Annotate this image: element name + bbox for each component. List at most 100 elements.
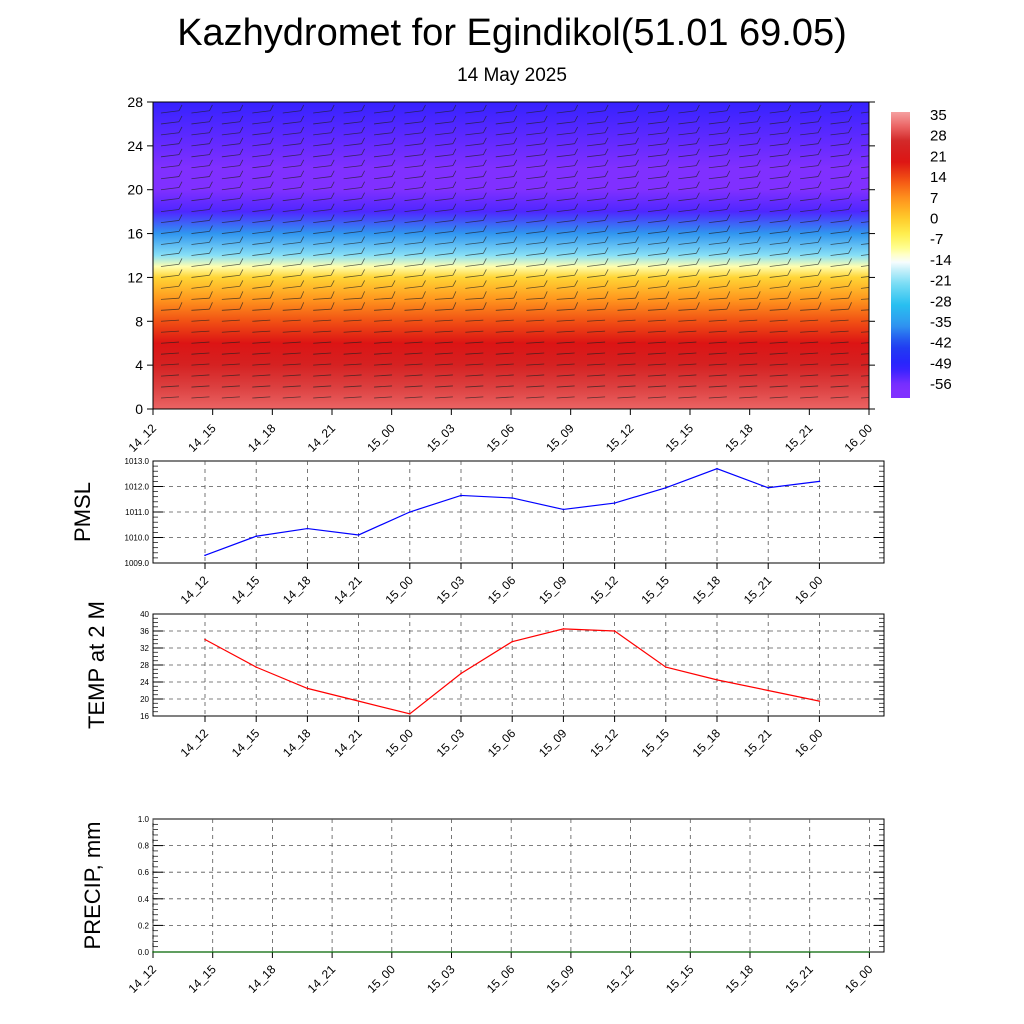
y-tick-label: 0.6 — [138, 868, 150, 877]
wind-barb-flag — [452, 280, 457, 287]
x-tick-label: 15_12 — [587, 726, 621, 760]
wind-barb — [404, 165, 423, 169]
wind-barb-flag — [817, 148, 822, 155]
wind-barb-flag — [330, 137, 335, 144]
wind-barb-flag — [574, 225, 579, 232]
wind-barb-flag — [635, 181, 639, 188]
wind-barb — [191, 154, 210, 158]
wind-barb-flag — [756, 225, 761, 232]
wind-barb-flag — [879, 226, 882, 232]
data-point — [818, 700, 821, 702]
wind-barb-flag — [696, 192, 700, 199]
colorbar-label: 7 — [930, 190, 938, 207]
wind-barb — [373, 121, 393, 125]
colorbar-strip — [891, 112, 910, 398]
wind-barb-flag — [239, 280, 244, 287]
wind-barb-flag — [574, 170, 579, 177]
wind-barb-flag — [696, 247, 700, 254]
wind-barb-flag — [787, 170, 792, 177]
wind-barb — [708, 187, 727, 191]
wind-barb-flag — [513, 104, 518, 111]
wind-barb-flag — [300, 192, 305, 199]
wind-barb-flag — [330, 126, 335, 133]
wind-barb — [495, 319, 514, 322]
y-tick-label: 24 — [140, 678, 149, 687]
wind-barb — [587, 143, 606, 147]
wind-barb-flag — [879, 127, 882, 133]
wind-barb — [313, 121, 332, 125]
wind-barb-flag — [635, 291, 639, 299]
wind-barb-flag — [482, 247, 487, 254]
wind-barb — [282, 176, 301, 180]
wind-barb — [739, 220, 758, 224]
wind-barb — [313, 132, 332, 136]
wind-barb — [860, 243, 869, 245]
wind-barb — [374, 319, 393, 322]
wind-barb-flag — [178, 280, 183, 287]
wind-barb-flag — [513, 258, 518, 265]
wind-barb-flag — [635, 137, 639, 144]
wind-barb — [830, 330, 849, 333]
wind-barb — [860, 210, 869, 213]
wind-barb — [678, 285, 697, 289]
wind-barb — [556, 230, 575, 234]
wind-barb — [313, 341, 332, 344]
wind-barb — [830, 263, 849, 267]
wind-barb-flag — [300, 115, 305, 122]
wind-barb-flag — [756, 280, 761, 287]
wind-barb — [373, 198, 393, 202]
x-tick-label: 14_21 — [331, 573, 365, 607]
wind-barb-flag — [269, 236, 274, 243]
wind-barb — [404, 198, 423, 202]
data-point — [255, 666, 257, 668]
wind-barb — [860, 254, 869, 256]
wind-barb-flag — [391, 214, 396, 221]
wind-barb — [800, 274, 819, 278]
wind-barb — [739, 319, 758, 322]
wind-barb-flag — [300, 170, 305, 177]
y-tick-label: 0.4 — [138, 895, 150, 904]
wind-barb — [860, 265, 869, 267]
wind-barb — [313, 396, 332, 399]
wind-barb — [678, 308, 697, 311]
wind-barb — [860, 111, 869, 114]
y-tick-label: 0.0 — [138, 948, 150, 957]
wind-barb-flag — [879, 248, 882, 254]
colorbar-label: 0 — [930, 211, 938, 228]
wind-barb — [739, 154, 758, 158]
wind-barb-flag — [330, 192, 335, 199]
wind-barb — [465, 297, 484, 300]
x-tick-label: 14_21 — [331, 726, 365, 760]
wind-barb — [830, 363, 849, 366]
wind-barb-flag — [879, 171, 882, 177]
wind-barb — [678, 363, 697, 366]
wind-barb-flag — [209, 181, 213, 188]
wind-barb — [800, 341, 819, 344]
wind-barb — [252, 352, 271, 355]
wind-barb-flag — [391, 203, 396, 210]
wind-barb — [495, 374, 514, 377]
precip-panel: 0.0 0.2 0.4 0.6 0.8 1.0 14_12 14_15 14_18 14_21 15… — [80, 815, 885, 996]
wind-barb-flag — [482, 159, 487, 166]
wind-barb-flag — [696, 236, 700, 243]
data-point — [204, 554, 206, 557]
wind-barb-flag — [239, 258, 244, 265]
wind-barb — [526, 330, 545, 333]
wind-barb — [373, 209, 393, 213]
wind-barb-flag — [817, 236, 822, 243]
wind-barb — [587, 176, 606, 180]
wind-barb — [191, 385, 210, 388]
wind-barb-flag — [178, 214, 183, 221]
wind-barb — [800, 187, 819, 191]
wind-barb-flag — [574, 280, 579, 287]
wind-barb-flag — [482, 269, 487, 276]
wind-barb-flag — [879, 193, 882, 199]
wind-barb-flag — [574, 203, 579, 210]
wind-barb-flag — [848, 181, 852, 188]
wind-barb-flag — [330, 159, 335, 166]
wind-barb — [221, 143, 240, 147]
wind-barb-flag — [665, 126, 670, 133]
wind-barb — [587, 374, 606, 377]
wind-barb — [373, 187, 393, 191]
wind-barb — [160, 319, 180, 322]
